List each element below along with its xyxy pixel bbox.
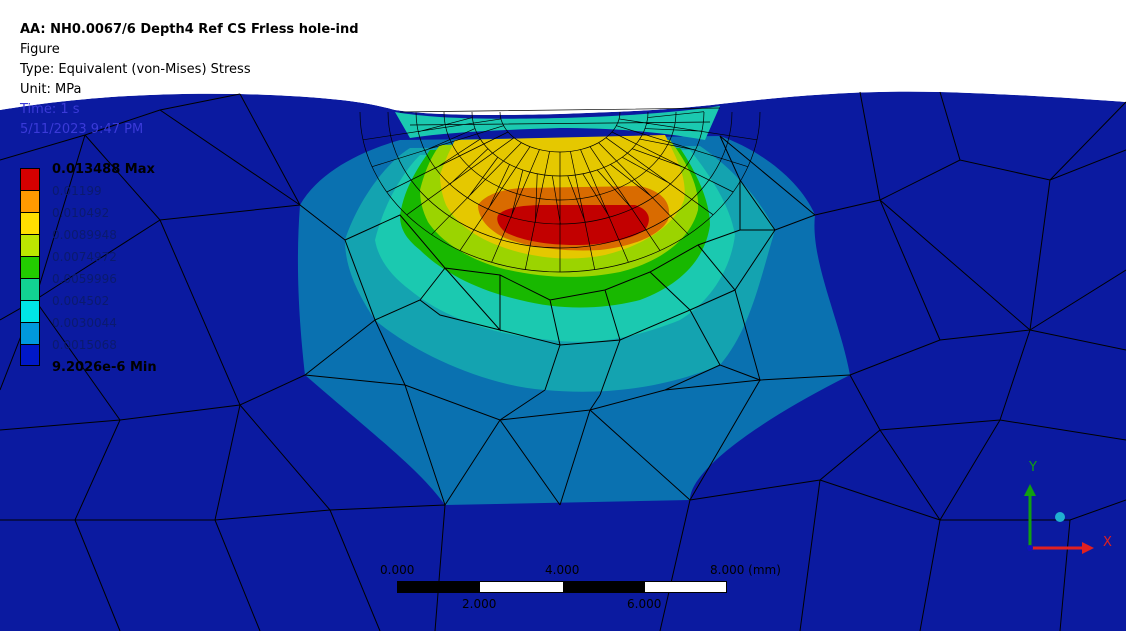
legend-swatch: [20, 344, 40, 366]
legend-row: 0.010492: [20, 206, 220, 234]
legend-level-label: 0.0015068: [52, 338, 117, 352]
scale-label-0: 0.000: [380, 563, 415, 577]
result-date: 5/11/2023 9:47 PM: [20, 122, 144, 137]
legend-row: 0.0059996: [20, 272, 220, 300]
scale-label-6: 6.000: [627, 597, 662, 611]
scale-label-4: 4.000: [545, 563, 580, 577]
legend-row: 0.0015068: [20, 338, 220, 366]
legend-level-label: 0.0059996: [52, 272, 117, 286]
coordinate-triad[interactable]: [1024, 484, 1094, 554]
result-time: Time: 1 s: [20, 102, 80, 117]
scale-label-2: 2.000: [462, 597, 497, 611]
triad-y-label: Y: [1029, 460, 1037, 475]
result-figure-label: Figure: [20, 42, 60, 57]
result-unit: Unit: MPa: [20, 82, 82, 97]
legend-level-label: 0.0030044: [52, 316, 117, 330]
legend-swatch: [20, 256, 40, 278]
legend-row-min: 9.2026e-6 Min: [20, 360, 220, 388]
legend-row: 0.01199: [20, 184, 220, 212]
result-title: AA: NH0.0067/6 Depth4 Ref CS Frless hole…: [20, 22, 359, 37]
legend-level-label: 0.010492: [52, 206, 110, 220]
legend-row: 0.0089948: [20, 228, 220, 256]
legend-swatch: [20, 234, 40, 256]
scale-bar: 0.000 4.000 8.000 (mm) 2.000 6.000: [380, 563, 800, 623]
legend-level-label: 0.0089948: [52, 228, 117, 242]
white-background: [0, 0, 1126, 115]
fine-mesh-path: [359, 107, 761, 273]
legend-max-label: 0.013488 Max: [52, 162, 155, 177]
legend-row: 0.0074972: [20, 250, 220, 278]
legend-row-max: 0.013488 Max: [20, 162, 220, 190]
legend-row: 0.0030044: [20, 316, 220, 344]
legend-row: 0.004502: [20, 294, 220, 322]
legend-swatch: [20, 300, 40, 322]
scale-label-8: 8.000 (mm): [710, 563, 781, 577]
legend-level-label: 0.01199: [52, 184, 102, 198]
scale-bar-track: [397, 581, 727, 593]
legend-level-label: 0.004502: [52, 294, 110, 308]
legend-swatch: [20, 168, 40, 190]
result-type: Type: Equivalent (von-Mises) Stress: [20, 62, 251, 77]
triad-x-label: X: [1103, 535, 1112, 550]
mesh-lines-fine: [359, 107, 761, 273]
legend-swatch: [20, 190, 40, 212]
result-header: AA: NH0.0067/6 Depth4 Ref CS Frless hole…: [20, 20, 359, 140]
legend-swatch: [20, 322, 40, 344]
legend-swatch: [20, 278, 40, 300]
legend-level-label: 0.0074972: [52, 250, 117, 264]
legend-min-label: 9.2026e-6 Min: [52, 360, 157, 375]
legend-swatch: [20, 212, 40, 234]
contour-band-red: [497, 205, 649, 245]
mesh-lines-coarse: [0, 91, 1126, 631]
